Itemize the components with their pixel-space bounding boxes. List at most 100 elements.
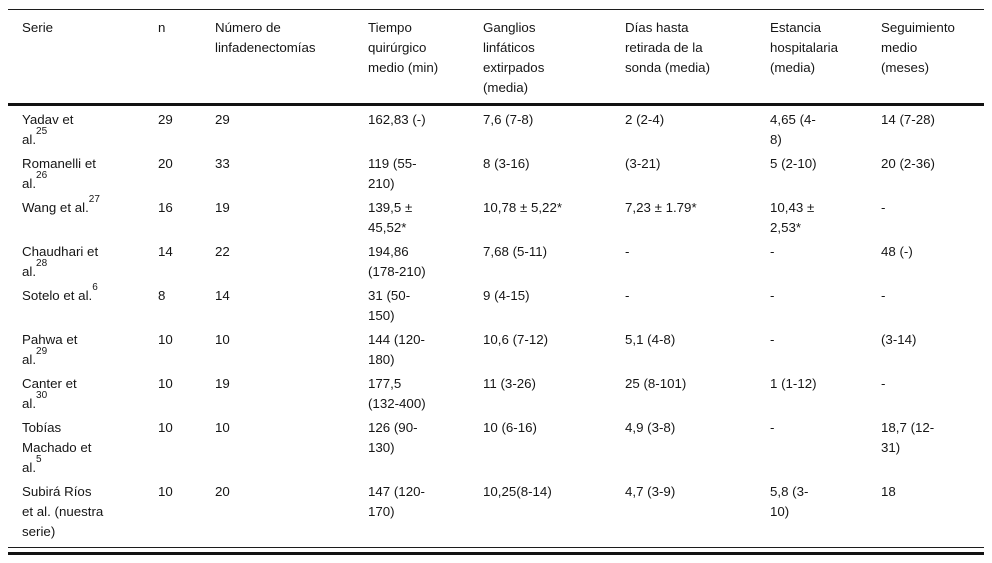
column-header-serie: Serie — [8, 10, 158, 106]
table-row: Canter et al.30 10 19 177,5 (132-400) 11 (3-… — [8, 370, 984, 414]
citation-superscript: 5 — [36, 454, 42, 466]
data-cell-ganglios-extirpados: 10 (6-16) — [483, 420, 537, 435]
column-header-n: n — [158, 10, 215, 106]
data-cell-tiempo-quirurgico: 119 (55- 210) — [368, 156, 417, 191]
table-header: Serie n Número de linfadenectomías Tiempo q… — [8, 10, 984, 106]
serie-name: Romanelli et al. — [22, 156, 96, 191]
citation-superscript: 25 — [36, 126, 48, 138]
data-cell-n: 10 — [158, 376, 173, 391]
data-cell-tiempo-quirurgico: 194,86 (178-210) — [368, 244, 426, 279]
data-cell-estancia-hospitalaria: 5,8 (3- 10) — [770, 478, 881, 548]
data-cell-dias-retirada-sonda: 25 (8-101) — [625, 376, 687, 391]
data-cell-tiempo-quirurgico: 126 (90- 130) — [368, 420, 418, 455]
column-header-estancia-hospitalaria: Estancia hospitalaria (media) — [770, 10, 881, 106]
serie-name: Chaudhari et al. — [22, 244, 99, 279]
data-cell-dias-retirada-sonda: 5,1 (4-8) — [625, 332, 676, 347]
data-cell-ganglios-extirpados: 7,68 (5-11) — [483, 244, 548, 259]
data-cell-tiempo-quirurgico: 162,83 (-) — [368, 112, 426, 127]
table-row: Tobías Machado et al.5 10 10 126 (90- 130) 1… — [8, 414, 984, 478]
serie-cell: Sotelo et al.6 — [8, 282, 158, 326]
data-cell-n: 14 — [158, 244, 173, 259]
series-comparison-table: Serie n Número de linfadenectomías Tiempo q… — [8, 10, 984, 548]
citation-superscript: 6 — [92, 282, 98, 294]
serie-name: Canter et al. — [22, 376, 77, 411]
data-cell-numero-linfadenectomias: 19 — [215, 376, 230, 391]
data-cell-dias-retirada-sonda: - — [625, 244, 630, 259]
serie-name: Sotelo et al. — [22, 288, 93, 303]
data-cell-seguimiento-medio: 18,7 (12- 31) — [881, 420, 935, 455]
column-header-seguimiento-medio: Seguimiento medio (meses) — [881, 10, 984, 106]
data-cell-n: 10 — [158, 478, 215, 548]
data-cell-n: 16 — [158, 200, 173, 215]
data-cell-estancia-hospitalaria: - — [770, 244, 775, 259]
data-cell-ganglios-extirpados: 10,25(8-14) — [483, 478, 625, 548]
data-cell-tiempo-quirurgico: 144 (120- 180) — [368, 332, 425, 367]
serie-cell: Yadav et al.25 — [8, 105, 158, 151]
data-cell-tiempo-quirurgico: 139,5 ± 45,52* — [368, 200, 413, 235]
data-cell-dias-retirada-sonda: 4,7 (3-9) — [625, 478, 770, 548]
data-cell-seguimiento-medio: (3-14) — [881, 332, 917, 347]
data-cell-seguimiento-medio: - — [881, 288, 886, 303]
data-cell-dias-retirada-sonda: 7,23 ± 1.79* — [625, 200, 697, 215]
data-cell-numero-linfadenectomias: 19 — [215, 200, 230, 215]
data-cell-ganglios-extirpados: 7,6 (7-8) — [483, 112, 534, 127]
serie-name: Wang et al. — [22, 200, 89, 215]
data-cell-ganglios-extirpados: 10,6 (7-12) — [483, 332, 549, 347]
data-cell-ganglios-extirpados: 9 (4-15) — [483, 288, 530, 303]
data-cell-dias-retirada-sonda: 2 (2-4) — [625, 112, 665, 127]
data-cell-ganglios-extirpados: 11 (3-26) — [483, 376, 536, 391]
data-cell-ganglios-extirpados: 10,78 ± 5,22* — [483, 200, 563, 215]
table-row: Yadav et al.25 29 29 162,83 (-) 7,6 (7-8) 2 (… — [8, 105, 984, 151]
data-cell-numero-linfadenectomias: 14 — [215, 288, 230, 303]
table-row: Sotelo et al.6 8 14 31 (50- 150) 9 (4-15) - - - — [8, 282, 984, 326]
data-cell-dias-retirada-sonda: (3-21) — [625, 156, 661, 171]
citation-superscript: 28 — [36, 258, 48, 270]
column-header-numero-linfadenectomias: Número de linfadenectomías — [215, 10, 368, 106]
serie-cell: Tobías Machado et al.5 — [8, 414, 158, 478]
data-cell-numero-linfadenectomias: 20 — [215, 478, 368, 548]
data-cell-seguimiento-medio: - — [881, 200, 886, 215]
table-row: Wang et al.27 16 19 139,5 ± 45,52* 10,78 ± 5… — [8, 194, 984, 238]
data-cell-dias-retirada-sonda: 4,9 (3-8) — [625, 420, 676, 435]
data-cell-dias-retirada-sonda: - — [625, 288, 630, 303]
header-row: Serie n Número de linfadenectomías Tiempo q… — [8, 10, 984, 106]
table-row: Chaudhari et al.28 14 22 194,86 (178-210) 7,… — [8, 238, 984, 282]
data-cell-ganglios-extirpados: 8 (3-16) — [483, 156, 530, 171]
serie-cell: Chaudhari et al.28 — [8, 238, 158, 282]
data-cell-n: 29 — [158, 112, 173, 127]
serie-name: Subirá Ríos et al. (nuestra serie) — [22, 484, 104, 539]
data-cell-estancia-hospitalaria: 1 (1-12) — [770, 376, 817, 391]
data-cell-estancia-hospitalaria: 4,65 (4- 8) — [770, 112, 816, 147]
data-cell-estancia-hospitalaria: 10,43 ± 2,53* — [770, 200, 815, 235]
data-cell-seguimiento-medio: 48 (-) — [881, 244, 913, 259]
data-cell-n: 8 — [158, 288, 166, 303]
data-cell-n: 10 — [158, 420, 173, 435]
data-cell-n: 20 — [158, 156, 173, 171]
serie-cell: Romanelli et al.26 — [8, 150, 158, 194]
table-row: Romanelli et al.26 20 33 119 (55- 210) 8 (3-… — [8, 150, 984, 194]
data-cell-numero-linfadenectomias: 10 — [215, 420, 230, 435]
data-cell-tiempo-quirurgico: 147 (120- 170) — [368, 478, 483, 548]
data-cell-numero-linfadenectomias: 10 — [215, 332, 230, 347]
citation-superscript: 29 — [36, 346, 48, 358]
data-cell-estancia-hospitalaria: - — [770, 420, 775, 435]
data-cell-n: 10 — [158, 332, 173, 347]
table-row: Subirá Ríos et al. (nuestra serie) 10 20 14… — [8, 478, 984, 548]
citation-superscript: 27 — [88, 194, 100, 206]
column-header-tiempo-quirurgico: Tiempo quirúrgico medio (min) — [368, 10, 483, 106]
column-header-dias-retirada-sonda: Días hasta retirada de la sonda (media) — [625, 10, 770, 106]
data-cell-estancia-hospitalaria: - — [770, 332, 775, 347]
serie-cell: Pahwa et al.29 — [8, 326, 158, 370]
serie-cell: Subirá Ríos et al. (nuestra serie) — [8, 478, 158, 548]
citation-superscript: 30 — [36, 390, 48, 402]
data-cell-estancia-hospitalaria: - — [770, 288, 775, 303]
table-frame: Serie n Número de linfadenectomías Tiempo q… — [8, 9, 984, 555]
data-cell-seguimiento-medio: 18 — [881, 478, 984, 548]
column-header-ganglios-extirpados: Ganglios linfáticos extirpados (media) — [483, 10, 625, 106]
serie-cell: Wang et al.27 — [8, 194, 158, 238]
data-cell-seguimiento-medio: 14 (7-28) — [881, 112, 935, 127]
table-body: Yadav et al.25 29 29 162,83 (-) 7,6 (7-8) 2 (… — [8, 105, 984, 548]
data-cell-estancia-hospitalaria: 5 (2-10) — [770, 156, 817, 171]
data-cell-numero-linfadenectomias: 22 — [215, 244, 230, 259]
